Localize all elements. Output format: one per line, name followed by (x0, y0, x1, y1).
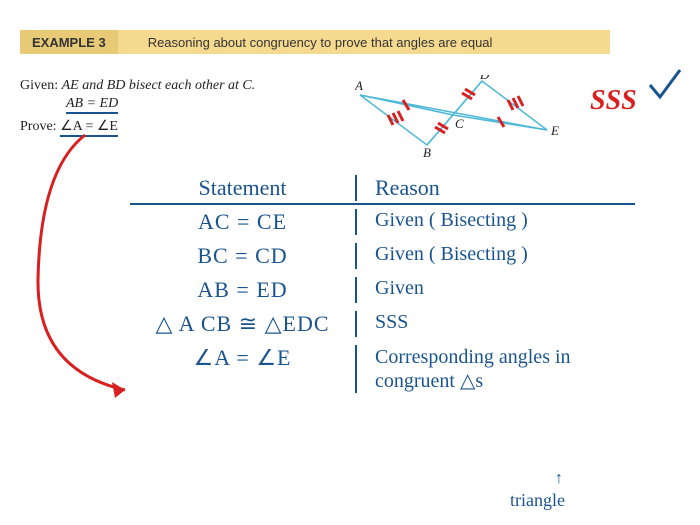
proof-row-1: AC = CE Given ( Bisecting ) (130, 205, 635, 239)
given-line2: AB = ED (66, 96, 118, 114)
point-d-label: D (479, 75, 490, 82)
given-content1: AE and BD bisect each other at C. (62, 78, 256, 93)
proof-table: Statement Reason AC = CE Given ( Bisecti… (130, 175, 635, 397)
sss-text: SSS (590, 85, 637, 116)
example-header: EXAMPLE 3 Reasoning about congruency to … (20, 30, 610, 54)
proof-row-2: BC = CD Given ( Bisecting ) (130, 239, 635, 273)
statement-4: △ A CB ≅ △EDC (130, 311, 355, 337)
arrow-up-note: ↑ (555, 470, 563, 488)
reason-3: Given (355, 277, 635, 303)
header-reason: Reason (355, 175, 635, 201)
given-prefix: Given: (20, 78, 58, 93)
proof-row-4: △ A CB ≅ △EDC SSS (130, 307, 635, 341)
reason-5: Corresponding angles in congruent △s (355, 345, 635, 393)
checkmark-icon (645, 65, 685, 105)
sss-annotation: SSS (590, 85, 637, 117)
point-a-label: A (355, 78, 363, 93)
proof-row-3: AB = ED Given (130, 273, 635, 307)
proof-row-5: ∠A = ∠E Corresponding angles in congruen… (130, 341, 635, 397)
reason-1: Given ( Bisecting ) (355, 209, 635, 235)
statement-3: AB = ED (130, 277, 355, 303)
point-b-label: B (423, 145, 431, 160)
statement-2: BC = CD (130, 243, 355, 269)
example-number: EXAMPLE 3 (20, 30, 118, 54)
statement-5: ∠A = ∠E (130, 345, 355, 393)
proof-header-row: Statement Reason (130, 175, 635, 205)
reason-2: Given ( Bisecting ) (355, 243, 635, 269)
example-title: Reasoning about congruency to prove that… (118, 35, 493, 50)
point-c-label: C (455, 116, 464, 131)
reason-4: SSS (355, 311, 635, 337)
header-statement: Statement (130, 175, 355, 201)
statement-1: AC = CE (130, 209, 355, 235)
triangle-note: triangle (510, 490, 565, 511)
triangle-diagram: A B C D E (355, 75, 565, 160)
point-e-label: E (550, 123, 559, 138)
given-line1: Given: AE and BD bisect each other at C. (20, 78, 255, 94)
